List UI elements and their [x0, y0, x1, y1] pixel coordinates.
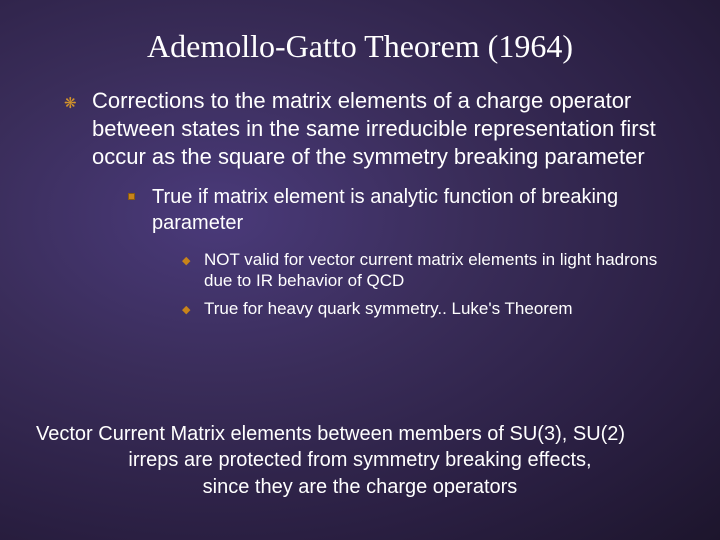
- footer-line-2: irreps are protected from symmetry break…: [22, 447, 698, 473]
- level1-text: Corrections to the matrix elements of a …: [92, 88, 656, 169]
- footer-line-1: Vector Current Matrix elements between m…: [22, 421, 698, 447]
- bullet-level3-b: ◆ True for heavy quark symmetry.. Luke's…: [0, 298, 720, 320]
- bullet-level3-a: ◆ NOT valid for vector current matrix el…: [0, 249, 720, 293]
- level3b-text: True for heavy quark symmetry.. Luke's T…: [204, 299, 573, 318]
- footer-paragraph: Vector Current Matrix elements between m…: [0, 421, 720, 500]
- bullet-level1: ❋ Corrections to the matrix elements of …: [0, 87, 720, 171]
- level2-text: True if matrix element is analytic funct…: [152, 186, 618, 234]
- diamond-bullet-icon: ◆: [182, 303, 190, 317]
- slide-title: Ademollo-Gatto Theorem (1964): [0, 28, 720, 65]
- bullet-level2: True if matrix element is analytic funct…: [0, 185, 720, 236]
- slide-container: Ademollo-Gatto Theorem (1964) ❋ Correcti…: [0, 0, 720, 540]
- footer-line-3: since they are the charge operators: [22, 474, 698, 500]
- square-bullet-icon: [128, 193, 135, 200]
- diamond-bullet-icon: ◆: [182, 254, 190, 268]
- target-bullet-icon: ❋: [64, 94, 77, 113]
- level3a-text: NOT valid for vector current matrix elem…: [204, 250, 657, 291]
